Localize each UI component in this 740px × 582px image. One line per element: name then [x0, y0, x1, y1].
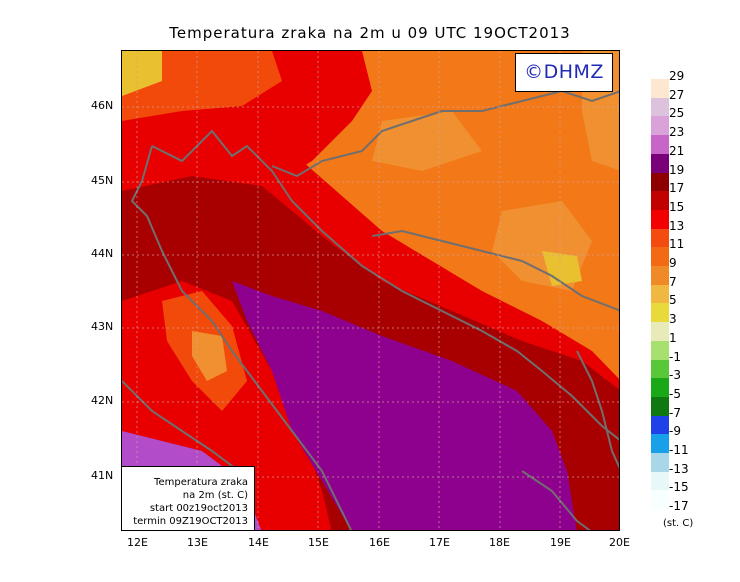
legend-swatch	[651, 228, 669, 248]
legend-label: 17	[669, 181, 685, 196]
legend-swatch	[651, 340, 669, 360]
x-tick-label: 20E	[609, 536, 630, 549]
legend-label: 3	[669, 312, 677, 327]
legend-label: 9	[669, 256, 677, 270]
legend-label: 19	[669, 162, 685, 177]
legend-label: 21	[669, 143, 685, 158]
legend-swatch	[651, 303, 669, 323]
legend-swatch	[651, 266, 669, 285]
legend-swatch	[651, 490, 669, 510]
legend-label: -9	[669, 424, 681, 439]
legend-label: 23	[669, 125, 685, 140]
x-tick-label: 17E	[429, 536, 450, 549]
y-tick-label: 43N	[91, 320, 114, 333]
legend-label: -3	[669, 368, 681, 383]
y-tick-label: 45N	[91, 174, 114, 187]
legend-label: 15	[669, 199, 685, 214]
y-tick-label: 41N	[91, 469, 114, 482]
x-tick-label: 19E	[550, 536, 571, 549]
temp-zone-yellow-nw	[122, 51, 162, 96]
border-bosnia	[371, 229, 619, 312]
legend-label: 27	[669, 87, 685, 102]
legend-swatch	[651, 322, 669, 342]
border-north	[271, 89, 619, 178]
legend-label: -5	[669, 386, 681, 401]
legend-swatch	[651, 434, 669, 454]
temp-zone-bosnia-yellow	[542, 251, 582, 286]
legend-label: -7	[669, 405, 681, 420]
legend-swatch	[651, 378, 669, 398]
legend-swatch	[651, 116, 669, 136]
legend-swatch	[651, 135, 669, 155]
x-tick-label: 14E	[248, 536, 269, 549]
legend-swatch	[651, 172, 669, 192]
map-canvas	[122, 51, 619, 530]
map-grid	[122, 51, 619, 530]
legend-label: -17	[669, 499, 689, 514]
info-line: start 00z19oct2013	[149, 503, 248, 514]
info-line: Temperatura zraka	[154, 477, 248, 488]
legend-label: -13	[669, 461, 689, 476]
temp-zone-italy-light	[192, 331, 227, 381]
legend-label: -1	[669, 349, 681, 364]
legend-swatch	[651, 209, 669, 229]
temperature-map	[121, 50, 620, 531]
x-tick-label: 12E	[127, 536, 148, 549]
legend-label: 25	[669, 106, 685, 121]
legend-swatch	[651, 153, 669, 173]
coastline-italy-west	[122, 380, 253, 482]
legend-swatch	[651, 471, 669, 491]
legend-swatch	[651, 453, 669, 472]
x-tick-label: 16E	[369, 536, 390, 549]
legend-swatch	[651, 79, 669, 98]
legend-label: 1	[669, 330, 677, 345]
border-montenegro	[576, 350, 619, 469]
y-tick-label: 42N	[91, 394, 114, 407]
legend-swatch	[651, 191, 669, 211]
legend-swatch	[651, 415, 669, 435]
info-box: Temperatura zraka na 2m (st. C) start 00…	[121, 466, 255, 531]
x-tick-label: 18E	[489, 536, 510, 549]
map-title: Temperatura zraka na 2m u 09 UTC 19OCT20…	[169, 24, 571, 42]
x-tick-label: 15E	[308, 536, 329, 549]
legend-swatch	[651, 359, 669, 379]
y-tick-label: 46N	[91, 99, 114, 112]
legend-label: -11	[669, 443, 689, 457]
legend-swatch	[651, 247, 669, 267]
dhmz-logo: ©DHMZ	[515, 53, 613, 92]
legend-swatch	[651, 97, 669, 117]
legend-label: 29	[669, 69, 685, 83]
legend-unit: (st. C)	[663, 518, 694, 529]
coastline-east	[151, 129, 619, 441]
legend-label: 11	[669, 237, 685, 252]
legend-swatch	[651, 284, 669, 304]
info-line: termin 09Z19OCT2013	[133, 516, 248, 527]
coastline-albania	[521, 470, 591, 530]
legend-swatch	[651, 396, 669, 416]
legend-label: 7	[669, 274, 677, 289]
info-line: na 2m (st. C)	[182, 490, 248, 501]
legend-label: -15	[669, 480, 689, 495]
legend-label: 5	[669, 293, 677, 308]
x-tick-label: 13E	[187, 536, 208, 549]
legend-label: 13	[669, 218, 685, 233]
y-tick-label: 44N	[91, 247, 114, 260]
